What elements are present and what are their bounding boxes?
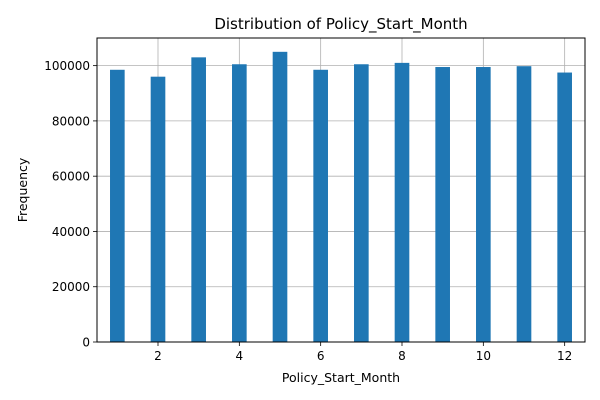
x-tick-label: 4 [236,349,244,363]
bar-month-5 [272,51,288,343]
bar-month-6 [313,69,328,343]
bar-month-9 [435,67,450,342]
bar-month-8 [394,62,410,342]
x-tick-label: 12 [557,349,572,363]
bar-month-11 [516,66,532,343]
y-axis-label: Frequency [15,157,30,222]
bar-month-2 [150,76,166,342]
y-tick-label: 60000 [52,170,90,184]
x-tick-label: 2 [154,349,162,363]
x-axis-label: Policy_Start_Month [282,370,400,385]
y-tick-label: 80000 [52,114,90,128]
y-tick-label: 20000 [52,280,90,294]
bar-month-7 [354,64,369,342]
x-tick-label: 10 [476,349,491,363]
plot-frame [96,37,586,343]
bars-layer [110,51,572,343]
y-tick-label: 0 [82,336,90,350]
bar-month-1 [110,69,125,343]
bar-month-12 [557,72,572,342]
x-axis-ticks: 2 4 6 8 10 12 [154,342,572,363]
bar-month-3 [191,57,206,342]
y-axis-ticks: 0 20000 40000 60000 80000 100000 [44,59,97,350]
y-tick-label: 100000 [44,59,90,73]
grid-layer [97,38,585,343]
chart-title: Distribution of Policy_Start_Month [214,15,467,34]
bar-month-10 [476,67,491,342]
bar-month-4 [232,64,247,342]
x-tick-label: 8 [398,349,406,363]
x-tick-label: 6 [317,349,325,363]
y-tick-label: 40000 [52,225,90,239]
